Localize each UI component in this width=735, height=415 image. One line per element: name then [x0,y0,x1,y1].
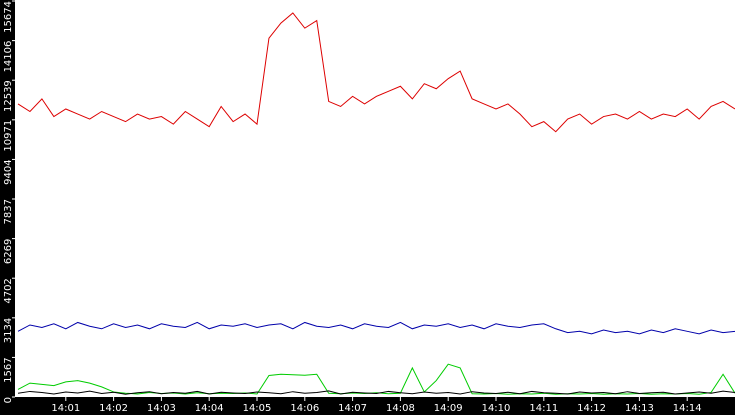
x-tick-label: 14:14 [673,403,702,414]
y-tick-label: 10971 [3,120,14,152]
y-tick-label: 12539 [3,80,14,112]
x-tick-label: 14:05 [243,403,272,414]
x-tick-label: 14:10 [482,403,511,414]
y-tick-label: 6269 [3,239,14,264]
y-tick-label: 9404 [3,159,14,184]
y-axis-band [0,0,15,415]
x-tick-label: 14:01 [51,403,80,414]
y-tick-label: 0 [3,397,14,403]
series-line [17,390,735,395]
y-tick-label: 3134 [3,318,14,343]
x-tick-label: 14:13 [625,403,654,414]
x-tick-label: 14:03 [147,403,176,414]
series-line [17,12,735,133]
x-tick-label: 14:02 [99,403,128,414]
x-tick-label: 14:08 [386,403,415,414]
x-tick-label: 14:04 [195,403,224,414]
series-line [17,321,735,335]
y-tick-label: 15674 [3,1,14,33]
x-tick-label: 14:11 [529,403,558,414]
y-tick-label: 7837 [3,199,14,224]
y-tick-label: 14106 [3,41,14,73]
x-tick-label: 14:12 [577,403,606,414]
x-axis-band [0,397,735,415]
y-tick-label: 1567 [3,357,14,382]
x-tick-label: 14:09 [434,403,463,414]
x-tick-label: 14:07 [338,403,367,414]
y-tick-label: 4702 [3,278,14,303]
x-tick-label: 14:06 [290,403,319,414]
